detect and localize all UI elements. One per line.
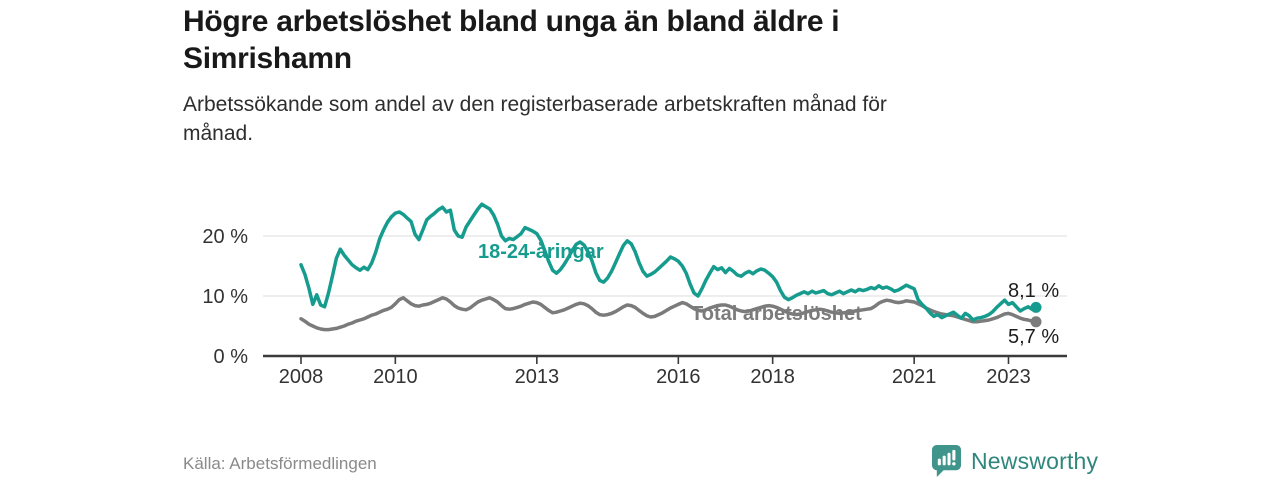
chart-subtitle: Arbetssökande som andel av den registerb… <box>183 93 887 146</box>
series-line <box>299 296 1038 332</box>
y-tick-label: 0 % <box>214 346 249 368</box>
series-end-dot <box>1030 301 1042 313</box>
newsworthy-logo-text: Newsworthy <box>971 447 1099 474</box>
end-value-label-total: 5,7 % <box>1008 326 1060 348</box>
source-note: Källa: Arbetsförmedlingen <box>183 454 377 473</box>
y-tick-label: 10 % <box>202 286 248 308</box>
series-label-youth: 18-24-åringar <box>478 241 604 263</box>
series-label-total: Total arbetslöshet <box>691 303 862 325</box>
series-line <box>299 202 1038 322</box>
newsworthy-logo-icon <box>931 444 962 478</box>
x-tick-label: 2018 <box>750 366 795 388</box>
newsworthy-logo: Newsworthy <box>931 444 1098 478</box>
y-tick-label: 20 % <box>202 226 248 248</box>
page-title: Högre arbetslöshet bland unga än bland ä… <box>183 5 840 75</box>
x-tick-label: 2013 <box>515 366 560 388</box>
x-tick-label: 2008 <box>279 366 324 388</box>
x-tick-label: 2016 <box>656 366 701 388</box>
series-end-dot <box>1030 316 1042 328</box>
x-tick-label: 2023 <box>986 366 1031 388</box>
x-tick-label: 2010 <box>373 366 418 388</box>
line-chart: 0 % 10 % 20 % 2008 2010 2013 2016 2018 2021 2023 <box>202 202 1067 388</box>
x-tick-label: 2021 <box>892 366 937 388</box>
end-value-label-youth: 8,1 % <box>1008 280 1060 302</box>
